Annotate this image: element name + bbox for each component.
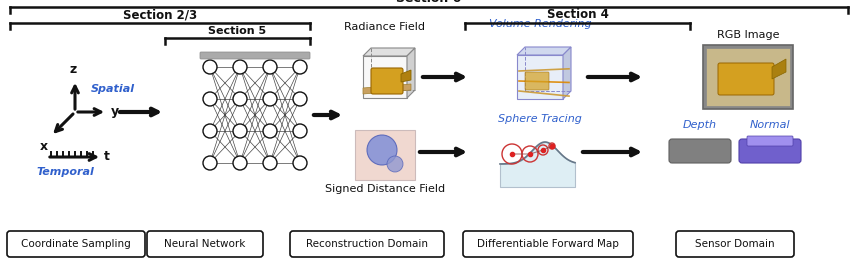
- Polygon shape: [517, 47, 571, 55]
- Circle shape: [263, 92, 277, 106]
- Text: Sphere Tracing: Sphere Tracing: [498, 114, 582, 124]
- Circle shape: [293, 156, 307, 170]
- Polygon shape: [401, 70, 411, 82]
- FancyBboxPatch shape: [200, 52, 310, 59]
- Circle shape: [293, 124, 307, 138]
- FancyBboxPatch shape: [147, 231, 263, 257]
- FancyBboxPatch shape: [739, 139, 801, 163]
- FancyBboxPatch shape: [747, 136, 793, 146]
- Text: Spatial: Spatial: [91, 84, 135, 94]
- Circle shape: [293, 60, 307, 74]
- Text: Volume Rendering: Volume Rendering: [489, 19, 591, 29]
- Text: z: z: [69, 63, 76, 76]
- Circle shape: [233, 156, 247, 170]
- Text: t: t: [104, 151, 110, 164]
- Text: Radiance Field: Radiance Field: [345, 22, 426, 32]
- FancyBboxPatch shape: [355, 130, 415, 180]
- Circle shape: [293, 92, 307, 106]
- Circle shape: [233, 92, 247, 106]
- FancyBboxPatch shape: [706, 48, 790, 106]
- Text: Normal: Normal: [750, 120, 790, 130]
- Text: Differentiable Forward Map: Differentiable Forward Map: [477, 239, 619, 249]
- FancyBboxPatch shape: [676, 231, 794, 257]
- Circle shape: [203, 124, 217, 138]
- Polygon shape: [363, 48, 415, 56]
- FancyBboxPatch shape: [463, 231, 633, 257]
- Text: Temporal: Temporal: [36, 167, 94, 177]
- Text: Section 5: Section 5: [208, 27, 267, 36]
- Circle shape: [203, 92, 217, 106]
- FancyBboxPatch shape: [290, 231, 444, 257]
- FancyBboxPatch shape: [371, 68, 403, 94]
- Polygon shape: [407, 48, 415, 98]
- Circle shape: [263, 156, 277, 170]
- Text: Section 6: Section 6: [396, 0, 462, 5]
- Text: y: y: [111, 106, 119, 119]
- FancyBboxPatch shape: [525, 72, 549, 90]
- Text: RGB Image: RGB Image: [716, 30, 779, 40]
- Text: Section 4: Section 4: [547, 9, 608, 22]
- Circle shape: [367, 135, 397, 165]
- Text: Neural Network: Neural Network: [165, 239, 245, 249]
- Polygon shape: [363, 84, 411, 94]
- Circle shape: [203, 60, 217, 74]
- Text: x: x: [39, 140, 48, 153]
- Text: Signed Distance Field: Signed Distance Field: [325, 184, 445, 194]
- Circle shape: [233, 124, 247, 138]
- FancyBboxPatch shape: [703, 45, 793, 109]
- Circle shape: [233, 60, 247, 74]
- Text: Depth: Depth: [683, 120, 717, 130]
- Polygon shape: [772, 59, 786, 79]
- Text: Reconstruction Domain: Reconstruction Domain: [306, 239, 428, 249]
- Polygon shape: [517, 55, 563, 99]
- Circle shape: [387, 156, 403, 172]
- Text: Sensor Domain: Sensor Domain: [695, 239, 775, 249]
- Text: Coordinate Sampling: Coordinate Sampling: [21, 239, 131, 249]
- Polygon shape: [363, 56, 407, 98]
- FancyBboxPatch shape: [718, 63, 774, 95]
- FancyBboxPatch shape: [7, 231, 145, 257]
- Text: Section 2/3: Section 2/3: [123, 9, 197, 22]
- Circle shape: [263, 60, 277, 74]
- Circle shape: [203, 156, 217, 170]
- Circle shape: [263, 124, 277, 138]
- Polygon shape: [563, 47, 571, 99]
- FancyBboxPatch shape: [669, 139, 731, 163]
